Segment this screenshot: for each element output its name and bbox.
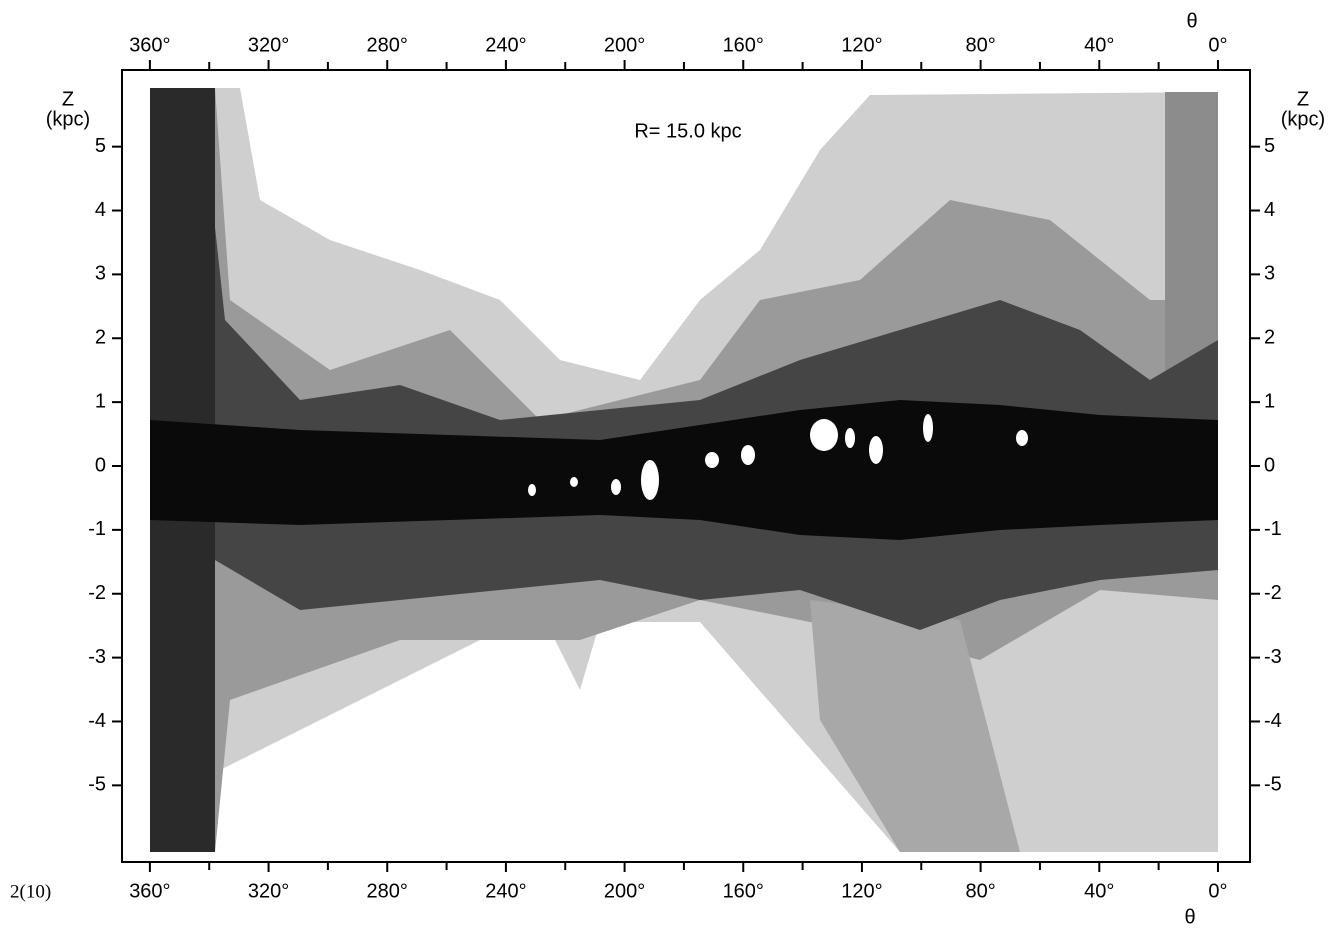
spot <box>705 452 719 468</box>
spot <box>869 436 883 464</box>
y-tick-label: 4 <box>95 199 106 221</box>
x-tick-label: 80° <box>965 34 995 56</box>
y-tick-label: 3 <box>95 263 106 285</box>
y-tick-label: 0 <box>1264 454 1275 476</box>
x-tick-label: 0° <box>1208 34 1227 56</box>
spot <box>611 479 621 495</box>
y-axis-label-right: (kpc) <box>1281 108 1325 130</box>
spot <box>570 477 578 487</box>
y-tick-label: -3 <box>1264 646 1282 668</box>
x-axis-label-top: θ <box>1186 10 1197 32</box>
y-tick-label: 5 <box>1264 135 1275 157</box>
y-axis-label-left: Z <box>62 88 74 110</box>
x-tick-label: 200° <box>604 880 645 902</box>
annotation: R= 15.0 kpc <box>634 120 741 142</box>
y-tick-label: -5 <box>88 774 106 796</box>
x-tick-label: 40° <box>1084 880 1114 902</box>
x-tick-label: 120° <box>841 880 882 902</box>
x-tick-label: 240° <box>485 34 526 56</box>
spot <box>528 484 536 496</box>
spot <box>845 428 855 448</box>
spot <box>1016 430 1028 446</box>
x-tick-label: 320° <box>248 880 289 902</box>
x-tick-label: 0° <box>1208 880 1227 902</box>
y-tick-label: 3 <box>1264 263 1275 285</box>
y-tick-label: 5 <box>95 135 106 157</box>
x-tick-label: 240° <box>485 880 526 902</box>
x-tick-label: 280° <box>367 880 408 902</box>
x-tick-label: 200° <box>604 34 645 56</box>
y-axis-label-left: (kpc) <box>46 108 90 130</box>
x-axis-label-bottom: θ <box>1184 906 1195 928</box>
core-band <box>150 400 1218 540</box>
x-tick-label: 320° <box>248 34 289 56</box>
map-shading <box>150 88 1218 852</box>
y-tick-label: -3 <box>88 646 106 668</box>
x-tick-label: 360° <box>129 34 170 56</box>
y-tick-label: -2 <box>88 582 106 604</box>
x-tick-label: 120° <box>841 34 882 56</box>
x-tick-label: 80° <box>965 880 995 902</box>
lower-right-region <box>810 600 1020 852</box>
x-tick-label: 280° <box>367 34 408 56</box>
y-tick-label: 1 <box>95 390 106 412</box>
x-tick-label: 160° <box>723 34 764 56</box>
y-axis-label-right: Z <box>1297 88 1309 110</box>
x-tick-label: 360° <box>129 880 170 902</box>
y-tick-label: 2 <box>95 327 106 349</box>
y-tick-label: 2 <box>1264 327 1275 349</box>
spot <box>810 419 838 451</box>
page-label: 2(10) <box>10 881 51 902</box>
spot <box>923 414 933 442</box>
y-tick-label: -2 <box>1264 582 1282 604</box>
y-tick-label: -4 <box>88 710 106 732</box>
y-tick-label: 1 <box>1264 390 1275 412</box>
y-tick-label: -5 <box>1264 774 1282 796</box>
y-tick-label: -1 <box>1264 518 1282 540</box>
spot <box>641 460 659 500</box>
y-tick-label: -4 <box>1264 710 1282 732</box>
spot <box>741 445 755 465</box>
x-tick-label: 160° <box>723 880 764 902</box>
y-tick-label: 0 <box>95 454 106 476</box>
y-tick-label: 4 <box>1264 199 1275 221</box>
x-tick-label: 40° <box>1084 34 1114 56</box>
y-tick-label: -1 <box>88 518 106 540</box>
